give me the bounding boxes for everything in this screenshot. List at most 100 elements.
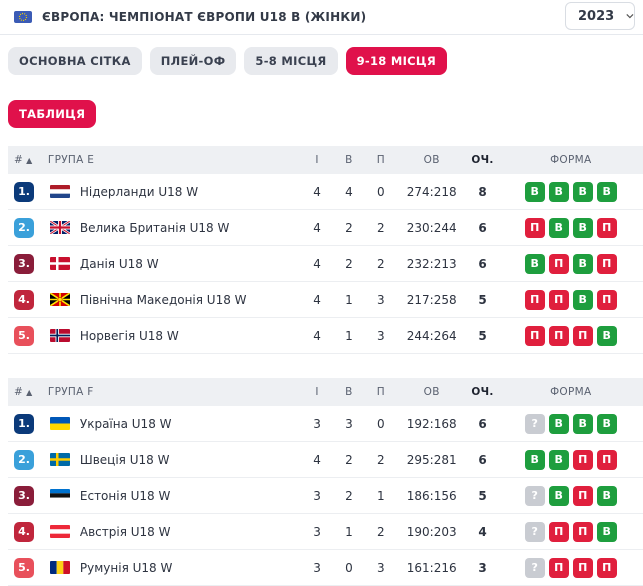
table-row[interactable]: 5. Румунія U18 W 3 0 3 161:216 3? П П П: [8, 550, 643, 586]
form-win-badge[interactable]: В: [596, 325, 617, 346]
form-win-badge[interactable]: В: [596, 413, 617, 434]
table-row[interactable]: 4. Північна Македонія U18 W 4 1 3 217:258 5 П П В…: [8, 282, 643, 318]
form-win-badge[interactable]: В: [524, 449, 545, 470]
rank-column-header[interactable]: # ▲: [8, 386, 48, 398]
form-win-badge[interactable]: В: [596, 521, 617, 542]
rank-column-header[interactable]: # ▲: [8, 154, 48, 166]
form-win-badge[interactable]: В: [572, 413, 593, 434]
form-win-badge[interactable]: В: [572, 217, 593, 238]
team-name[interactable]: Нідерланди U18 W: [79, 184, 199, 199]
team-name[interactable]: Норвегія U18 W: [79, 328, 179, 343]
form-win-badge[interactable]: В: [524, 253, 545, 274]
form-win-badge[interactable]: В: [548, 485, 569, 506]
wins-column-header[interactable]: В: [345, 154, 353, 166]
table-row[interactable]: 3. Данія U18 W 4 2 2 232:213 6 В П В П: [8, 246, 643, 282]
table-row[interactable]: 4. Австрія U18 W 3 1 2 190:203 4? П П В: [8, 514, 643, 550]
team-name[interactable]: Австрія U18 W: [79, 524, 171, 539]
team-cell[interactable]: Швеція U18 W: [48, 453, 301, 467]
team-name[interactable]: Північна Македонія U18 W: [79, 292, 247, 307]
games-column-header[interactable]: І: [315, 386, 319, 398]
team-name[interactable]: Швеція U18 W: [79, 452, 170, 467]
wins: 1: [345, 524, 353, 539]
team-cell[interactable]: Північна Македонія U18 W: [48, 293, 301, 307]
points: 5: [478, 328, 487, 343]
form-upcoming-badge[interactable]: ?: [524, 485, 545, 506]
tab-playoff[interactable]: ПЛЕЙ-ОФ: [149, 47, 237, 75]
table-row[interactable]: 1. Нідерланди U18 W 4 4 0 274:218 8 В В В В: [8, 174, 643, 210]
form-win-badge[interactable]: В: [548, 217, 569, 238]
goals-column-header[interactable]: ОВ: [423, 154, 440, 166]
table-row[interactable]: 1. Україна U18 W 3 3 0 192:168 6? В В В: [8, 406, 643, 442]
wins-column-header[interactable]: В: [345, 386, 353, 398]
tab-places-9-18[interactable]: 9-18 МІСЦЯ: [345, 47, 448, 75]
tab-main-grid[interactable]: ОСНОВНА СІТКА: [8, 47, 142, 75]
form-win-badge[interactable]: В: [572, 289, 593, 310]
table-row[interactable]: 3. Естонія U18 W 3 2 1 186:156 5? В П В: [8, 478, 643, 514]
year-select[interactable]: 2023: [565, 2, 635, 30]
tournament-title[interactable]: ЄВРОПА: ЧЕМПІОНАТ ЄВРОПИ U18 В (ЖІНКИ): [42, 10, 367, 24]
form-loss-badge[interactable]: П: [572, 325, 593, 346]
form-loss-badge[interactable]: П: [524, 217, 545, 238]
form-loss-badge[interactable]: П: [572, 449, 593, 470]
games-column-header[interactable]: І: [315, 154, 319, 166]
points: 5: [478, 488, 487, 503]
form-loss-badge[interactable]: П: [524, 325, 545, 346]
form-win-badge[interactable]: В: [548, 181, 569, 202]
table-row[interactable]: 2. Швеція U18 W 4 2 2 295:281 6 В В П П: [8, 442, 643, 478]
form-loss-badge[interactable]: П: [596, 217, 617, 238]
form-win-badge[interactable]: В: [548, 449, 569, 470]
form-loss-badge[interactable]: П: [596, 557, 617, 578]
form-loss-badge[interactable]: П: [596, 289, 617, 310]
form-loss-badge[interactable]: П: [548, 521, 569, 542]
team-cell[interactable]: Австрія U18 W: [48, 525, 301, 539]
team-cell[interactable]: Румунія U18 W: [48, 561, 301, 575]
team-cell[interactable]: Україна U18 W: [48, 417, 301, 431]
team-name[interactable]: Естонія U18 W: [79, 488, 171, 503]
table-row[interactable]: 5. Норвегія U18 W 4 1 3 244:264 5 П П П В: [8, 318, 643, 354]
form-loss-badge[interactable]: П: [548, 557, 569, 578]
form-loss-badge[interactable]: П: [596, 449, 617, 470]
team-name[interactable]: Данія U18 W: [79, 256, 159, 271]
form-upcoming-badge[interactable]: ?: [524, 557, 545, 578]
form-loss-badge[interactable]: П: [596, 253, 617, 274]
games-played: 4: [313, 292, 321, 307]
rank-badge: 5.: [14, 325, 34, 346]
tab-table[interactable]: ТАБЛИЦЯ: [8, 100, 97, 128]
team-name[interactable]: Україна U18 W: [79, 416, 172, 431]
team-cell[interactable]: Нідерланди U18 W: [48, 185, 301, 199]
form-upcoming-badge[interactable]: ?: [524, 413, 545, 434]
wins: 2: [345, 256, 353, 271]
form-loss-badge[interactable]: П: [572, 557, 593, 578]
losses-column-header[interactable]: П: [376, 154, 385, 166]
tab-places-5-8[interactable]: 5-8 МІСЦЯ: [244, 47, 338, 75]
form-loss-badge[interactable]: П: [524, 289, 545, 310]
form-win-badge[interactable]: В: [596, 181, 617, 202]
form-loss-badge[interactable]: П: [548, 253, 569, 274]
form-loss-badge[interactable]: П: [548, 325, 569, 346]
table-row[interactable]: 2. Велика Британія U18 W 4 2 2 230:244 6 П В В П: [8, 210, 643, 246]
points-column-header[interactable]: ОЧ.: [471, 154, 494, 166]
form-win-badge[interactable]: В: [524, 181, 545, 202]
team-cell[interactable]: Данія U18 W: [48, 257, 301, 271]
goals: 161:216: [406, 560, 457, 575]
form-win-badge[interactable]: В: [572, 181, 593, 202]
team-cell[interactable]: Велика Британія U18 W: [48, 221, 301, 235]
losses-column-header[interactable]: П: [376, 386, 385, 398]
team-name[interactable]: Велика Британія U18 W: [79, 220, 230, 235]
form-win-badge[interactable]: В: [572, 253, 593, 274]
form-cell: ? П П П: [498, 557, 643, 578]
form-upcoming-badge[interactable]: ?: [524, 521, 545, 542]
goals-column-header[interactable]: ОВ: [423, 386, 440, 398]
form-win-badge[interactable]: В: [548, 413, 569, 434]
points-column-header[interactable]: ОЧ.: [471, 386, 494, 398]
team-cell[interactable]: Естонія U18 W: [48, 489, 301, 503]
rank-badge: 1.: [14, 181, 34, 202]
form-loss-badge[interactable]: П: [572, 485, 593, 506]
form-win-badge[interactable]: В: [596, 485, 617, 506]
form-loss-badge[interactable]: П: [572, 521, 593, 542]
form-loss-badge[interactable]: П: [548, 289, 569, 310]
team-cell[interactable]: Норвегія U18 W: [48, 329, 301, 343]
games-played: 4: [313, 256, 321, 271]
team-name[interactable]: Румунія U18 W: [79, 560, 173, 575]
